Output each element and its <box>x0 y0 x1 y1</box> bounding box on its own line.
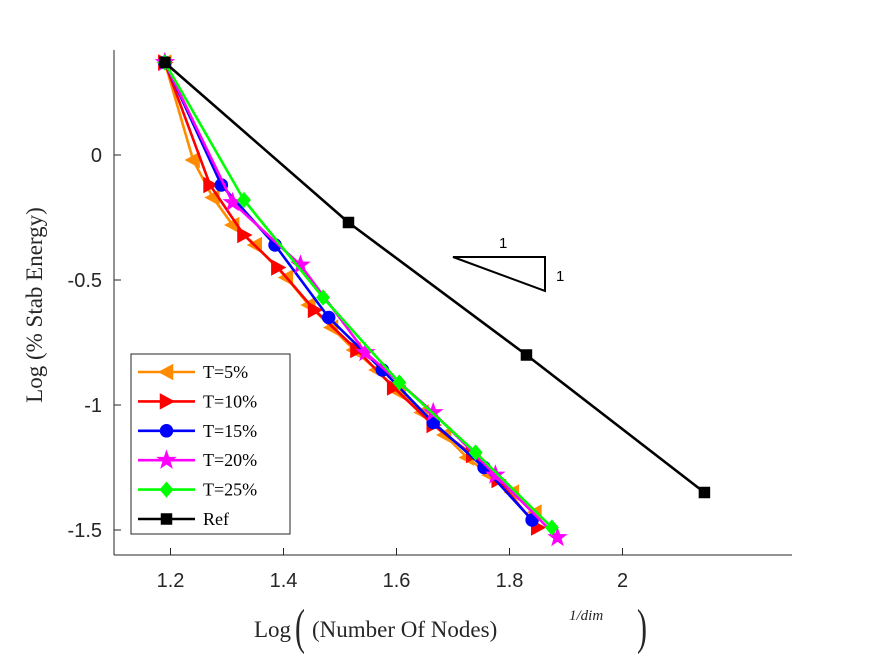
legend-label: T=10% <box>203 391 257 411</box>
x-tick-label: 2 <box>617 570 628 592</box>
x-axis-label-prefix: Log <box>254 617 292 642</box>
legend-marker <box>159 481 174 498</box>
legend-marker <box>160 513 173 525</box>
y-tick-label: -0.5 <box>68 270 102 292</box>
y-axis-label: Log (% Stab Energy) <box>22 207 47 403</box>
legend-entry: T=10% <box>138 391 257 411</box>
slope-triangle: 1 1 <box>452 235 564 293</box>
data-point <box>392 374 407 391</box>
legend-label: T=5% <box>203 362 248 382</box>
data-point <box>316 289 331 306</box>
data-point <box>422 401 444 422</box>
data-point <box>203 176 219 194</box>
x-axis-label-exponent: 1/dim <box>569 608 603 624</box>
data-point <box>468 444 483 461</box>
data-point <box>544 519 559 536</box>
data-point <box>204 189 220 206</box>
legend-entry: Ref <box>138 509 229 529</box>
legend-label: T=25% <box>203 480 257 500</box>
x-tick-label: 1.4 <box>270 570 298 592</box>
data-point <box>271 259 287 276</box>
series-line <box>163 61 706 494</box>
data-point <box>321 310 336 325</box>
x-axis-label: Log ( (Number Of Nodes) 1/dim ) <box>254 599 647 656</box>
data-point <box>184 151 200 169</box>
slope-triangle-shape <box>452 256 546 293</box>
data-point <box>307 301 324 319</box>
legend-marker <box>156 449 177 469</box>
legend-label: Ref <box>203 509 229 529</box>
data-point <box>698 486 711 499</box>
svg-text:Log: Log <box>254 617 292 642</box>
svg-text:(Number Of Nodes): (Number Of Nodes) <box>312 617 497 642</box>
slope-rise-label: 1 <box>556 268 564 285</box>
legend-marker <box>159 424 174 438</box>
x-axis-label-paren-open: ( <box>295 599 305 656</box>
data-point <box>237 226 253 244</box>
data-point <box>236 191 251 209</box>
data-point <box>525 513 539 527</box>
data-point <box>159 56 171 69</box>
data-point <box>520 349 533 361</box>
x-axis-label-paren-close: ) <box>637 599 647 656</box>
axes: 1.2 1.4 1.6 1.8 2 0 -0.5 -1 -1.5 <box>68 50 792 592</box>
legend-entry: T=15% <box>138 421 257 441</box>
series-Ref <box>159 56 711 499</box>
legend-label: T=20% <box>203 450 257 470</box>
series-line <box>163 61 553 529</box>
data-point <box>485 464 506 484</box>
legend-marker <box>159 393 176 410</box>
legend-box <box>130 353 291 535</box>
y-tick-label: 0 <box>91 145 102 167</box>
x-tick-label: 1.8 <box>496 570 524 592</box>
data-point <box>342 216 355 229</box>
legend: T=5% T=10% T=15% T=20% T=25% Ref <box>130 353 291 535</box>
legend-marker <box>157 363 174 381</box>
y-tick-label: -1.5 <box>68 520 102 542</box>
legend-entry: T=5% <box>138 362 248 382</box>
x-tick-label: 1.6 <box>383 570 411 592</box>
series-layer <box>154 51 711 547</box>
legend-label: T=15% <box>203 421 257 441</box>
y-tick-label: -1 <box>84 395 102 417</box>
x-tick-label: 1.2 <box>157 570 185 592</box>
slope-run-label: 1 <box>499 235 507 252</box>
legend-entry: T=20% <box>138 449 257 470</box>
legend-entry: T=25% <box>138 480 257 500</box>
x-axis-label-inner: (Number Of Nodes) <box>312 617 497 642</box>
